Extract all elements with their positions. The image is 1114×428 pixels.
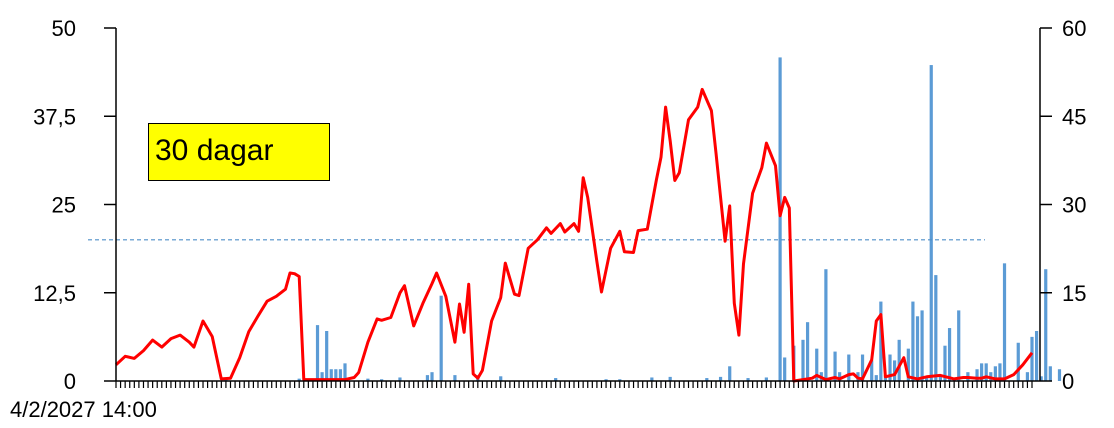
- bar-38: [847, 354, 851, 381]
- bar-53: [929, 65, 933, 381]
- bar-series-group: [224, 57, 1062, 382]
- bar-51: [920, 310, 924, 381]
- bar-7: [338, 369, 343, 381]
- bar-29: [783, 357, 787, 381]
- bar-18: [554, 378, 558, 381]
- bar-67: [1002, 263, 1007, 381]
- bar-71: [1034, 330, 1039, 381]
- bar-35: [824, 269, 828, 381]
- bar-32: [805, 322, 810, 381]
- bar-75: [1057, 369, 1062, 381]
- bar-41: [870, 360, 874, 381]
- bar-42: [874, 375, 878, 381]
- bar-15: [453, 375, 457, 381]
- bar-45: [888, 354, 892, 381]
- bar-69: [1025, 372, 1030, 381]
- left-tick-label-0: 0: [64, 369, 76, 394]
- bar-25: [728, 366, 732, 381]
- bar-49: [911, 301, 915, 381]
- bar-6: [334, 369, 338, 381]
- bar-8: [343, 363, 347, 381]
- bar-59: [957, 310, 961, 381]
- bar-36: [833, 351, 837, 381]
- bar-33: [815, 348, 819, 381]
- bar-56: [943, 345, 947, 381]
- bar-2: [315, 325, 320, 381]
- tick-labels-group: 0 12,5 25 37,5 50 0 15 30 45 60: [33, 16, 1086, 394]
- right-tick-label-0: 0: [1062, 369, 1074, 394]
- left-tick-label-4: 50: [52, 16, 76, 41]
- bar-62: [980, 363, 984, 381]
- right-tick-label-3: 45: [1062, 104, 1086, 129]
- bar-20: [618, 379, 622, 381]
- x-start-label: 4/2/2027 14:00: [10, 397, 157, 422]
- bar-28: [778, 57, 782, 382]
- bar-65: [993, 366, 997, 381]
- bar-17: [499, 376, 503, 381]
- bar-22: [668, 376, 672, 381]
- bar-63: [984, 363, 988, 381]
- bar-3: [320, 372, 324, 381]
- bar-70: [1030, 336, 1034, 381]
- line-series: [114, 87, 1034, 383]
- bar-46: [893, 360, 897, 381]
- bar-14: [439, 295, 443, 381]
- bar-1: [297, 378, 301, 381]
- left-tick-label-1: 12,5: [33, 281, 76, 306]
- bar-50: [915, 316, 920, 381]
- bar-4: [325, 330, 329, 381]
- bar-11: [398, 377, 402, 381]
- bar-31: [801, 339, 805, 381]
- right-tick-label-4: 60: [1062, 16, 1086, 41]
- bar-12: [425, 375, 430, 381]
- bar-10: [380, 379, 384, 381]
- bar-27: [764, 377, 768, 381]
- bar-24: [718, 376, 723, 381]
- bar-61: [975, 369, 979, 381]
- annotation-box: 30 dagar: [148, 123, 330, 181]
- annotation-text: 30 dagar: [155, 134, 274, 167]
- bar-47: [897, 339, 901, 381]
- bar-37: [838, 372, 842, 381]
- left-tick-label-2: 25: [52, 193, 76, 218]
- bar-68: [1016, 342, 1020, 381]
- line-series-group: [114, 87, 1034, 383]
- bar-54: [934, 275, 938, 381]
- bar-5: [329, 369, 333, 381]
- bar-40: [860, 354, 865, 381]
- bar-9: [366, 378, 370, 381]
- bar-72: [1039, 376, 1043, 381]
- bar-19: [604, 379, 608, 381]
- bar-73: [1044, 269, 1048, 381]
- right-tick-label-2: 30: [1062, 193, 1086, 218]
- bar-74: [1048, 366, 1052, 381]
- bar-21: [650, 377, 654, 381]
- left-tick-label-3: 37,5: [33, 104, 76, 129]
- bar-43: [879, 301, 883, 381]
- bar-55: [938, 375, 942, 381]
- bar-57: [947, 328, 952, 381]
- axes-group: [104, 27, 1052, 388]
- bar-52: [925, 377, 929, 381]
- right-tick-label-1: 15: [1062, 281, 1086, 306]
- bar-26: [746, 378, 750, 381]
- bar-13: [430, 372, 434, 381]
- bar-48: [906, 348, 910, 381]
- bar-23: [705, 378, 709, 381]
- bar-66: [998, 363, 1002, 381]
